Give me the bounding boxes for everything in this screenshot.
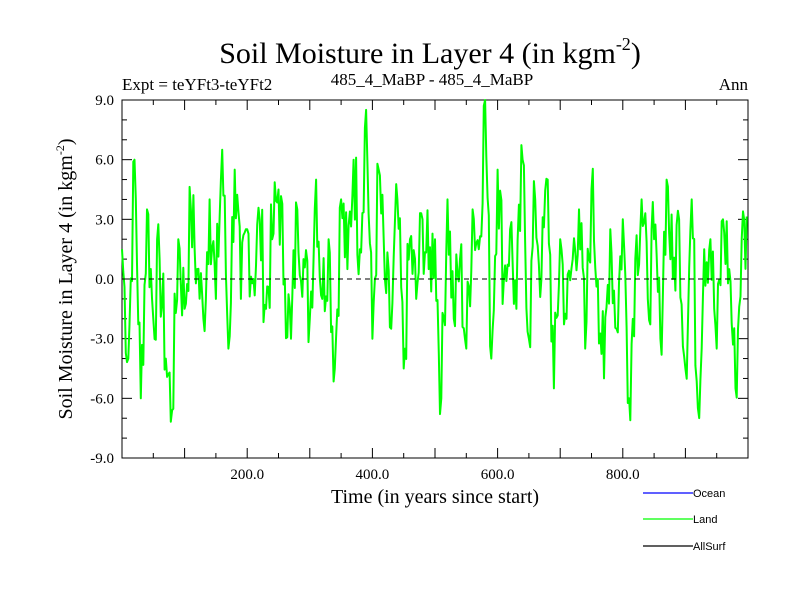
- land-series-line: [121, 99, 748, 423]
- x-axis-label: Time (in years since start): [331, 486, 539, 508]
- x-tick-label: 200.0: [230, 467, 264, 483]
- y-tick-label: 6.0: [95, 153, 114, 169]
- y-axis-label-superscript: -2: [53, 145, 67, 155]
- x-tick-label: 600.0: [481, 467, 515, 483]
- x-tick-label: 800.0: [606, 467, 640, 483]
- legend-label-allsurf: AllSurf: [693, 541, 726, 553]
- axis-ticks: [122, 99, 748, 459]
- subtitle-left: Expt = teYFt3-teYFt2: [122, 75, 272, 94]
- chart-title-superscript: -2: [616, 34, 631, 54]
- y-tick-label: -3.0: [90, 332, 114, 348]
- chart-title-close: ): [631, 37, 641, 70]
- y-tick-label: -6.0: [90, 391, 114, 407]
- chart-title: Soil Moisture in Layer 4 (in kgm-2): [219, 34, 641, 70]
- y-axis-label-close: ): [55, 138, 77, 145]
- y-tick-label: 3.0: [95, 212, 114, 228]
- y-tick-label: 9.0: [95, 93, 114, 109]
- subtitle-right: Ann: [719, 75, 749, 94]
- legend-label-land: Land: [693, 514, 717, 526]
- legend: Ocean Land AllSurf: [643, 488, 726, 553]
- y-tick-label: -9.0: [90, 451, 114, 467]
- axis-tick-labels: 200.0 400.0 600.0 800.0 9.0 6.0 3.0 0.0 -3.0 -6.0…: [90, 93, 639, 483]
- y-axis-label: Soil Moisture in Layer 4 (in kgm-2): [53, 138, 77, 419]
- subtitle-center: 485_4_MaBP - 485_4_MaBP: [331, 70, 533, 89]
- y-tick-label: 0.0: [95, 272, 114, 288]
- legend-label-ocean: Ocean: [693, 488, 725, 500]
- x-tick-label: 400.0: [356, 467, 390, 483]
